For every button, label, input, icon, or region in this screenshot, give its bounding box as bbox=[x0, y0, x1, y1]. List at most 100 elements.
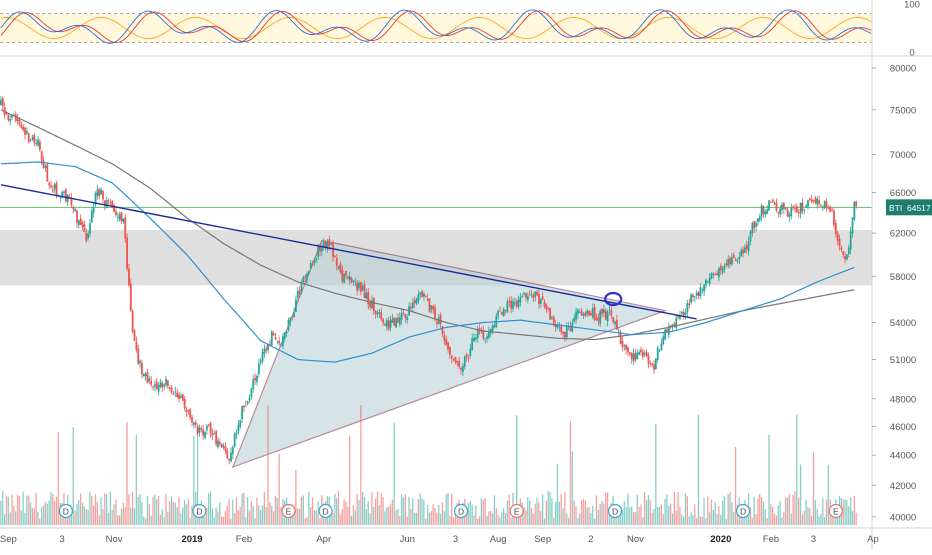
candle-body bbox=[458, 361, 461, 367]
candle-body bbox=[764, 211, 767, 215]
candle-body bbox=[712, 274, 715, 275]
candle-body bbox=[181, 394, 184, 401]
volume-bar bbox=[803, 510, 805, 525]
candle-body bbox=[653, 364, 655, 370]
volume-bar bbox=[369, 513, 371, 525]
volume-bar bbox=[426, 505, 429, 525]
candle-body bbox=[42, 160, 45, 168]
candle-body bbox=[187, 410, 190, 412]
volume-bar bbox=[408, 496, 410, 525]
candle-body bbox=[636, 352, 639, 360]
candle-body bbox=[443, 335, 446, 341]
time-axis[interactable]: Sep 3 Nov 2019 Feb Apr Jun 3 Aug Sep 2 Nov 2020 Feb 3 A… bbox=[0, 527, 932, 545]
volume-bar bbox=[258, 505, 260, 525]
candle-body bbox=[129, 283, 132, 312]
candle-body bbox=[207, 424, 210, 425]
candle-body bbox=[771, 199, 774, 202]
volume-bar bbox=[96, 501, 99, 525]
volume-bar bbox=[384, 511, 386, 525]
candle-body bbox=[599, 310, 602, 324]
event-marker-label: D bbox=[458, 506, 464, 516]
candle-body bbox=[105, 199, 108, 209]
volume-bar bbox=[734, 447, 737, 525]
volume-bar bbox=[178, 496, 180, 525]
volume-bar bbox=[413, 512, 416, 525]
volume-bar bbox=[794, 491, 796, 525]
volume-bar bbox=[605, 493, 607, 525]
candle-body bbox=[172, 393, 175, 395]
candle-body bbox=[7, 114, 10, 120]
candle-body bbox=[90, 210, 93, 223]
candle-body bbox=[671, 324, 674, 327]
volume-bar bbox=[629, 507, 631, 525]
candle-body bbox=[449, 347, 451, 355]
volume-bar bbox=[833, 512, 835, 525]
volume-bar bbox=[189, 517, 191, 525]
candle-body bbox=[662, 336, 665, 344]
volume-bar bbox=[779, 501, 781, 525]
candle-body bbox=[202, 429, 205, 436]
candle-body bbox=[116, 217, 119, 218]
volume-bar bbox=[785, 497, 787, 525]
candle-body bbox=[20, 124, 23, 128]
volume-bar bbox=[295, 469, 297, 525]
volume-bar bbox=[651, 512, 653, 525]
volume-bar bbox=[311, 497, 314, 525]
candle-body bbox=[139, 360, 141, 364]
candle-body bbox=[784, 207, 787, 209]
volume-bar bbox=[87, 509, 89, 525]
candle-body bbox=[497, 311, 500, 316]
candle-body bbox=[695, 293, 698, 296]
candle-body bbox=[167, 380, 169, 387]
volume-bar bbox=[673, 492, 676, 525]
volume-bar bbox=[224, 511, 227, 525]
candle-body bbox=[556, 324, 559, 328]
volume-bar bbox=[206, 507, 208, 525]
candle-body bbox=[33, 134, 36, 144]
candle-body bbox=[560, 326, 563, 333]
candle-body bbox=[285, 331, 288, 333]
candle-body bbox=[473, 337, 475, 341]
volume-bar bbox=[167, 511, 169, 525]
volume-bar bbox=[232, 499, 234, 525]
candle-body bbox=[768, 200, 770, 211]
candle-body bbox=[664, 329, 667, 340]
candle-body bbox=[814, 198, 817, 203]
volume-bar bbox=[575, 506, 577, 525]
volume-bar bbox=[762, 501, 765, 525]
volume-bar bbox=[445, 494, 447, 525]
volume-bar bbox=[666, 494, 668, 525]
candle-body bbox=[289, 317, 292, 323]
volume-bar bbox=[57, 432, 60, 525]
volume-bar bbox=[551, 498, 553, 525]
candle-body bbox=[237, 424, 240, 432]
volume-bar bbox=[532, 514, 535, 525]
volume-bar bbox=[306, 517, 308, 525]
candle-body bbox=[744, 247, 746, 253]
price-tick-label: 40000 bbox=[890, 512, 916, 523]
candle-body bbox=[115, 211, 117, 216]
price-axis[interactable]: 40000 42000 44000 46000 48000 51000 54000 58000… bbox=[871, 0, 920, 550]
candle-body bbox=[630, 353, 633, 360]
volume-bar bbox=[243, 492, 245, 525]
time-tick-label: 2 bbox=[588, 534, 593, 545]
volume-bar bbox=[334, 493, 336, 525]
volume-bar bbox=[567, 517, 570, 525]
candle-body bbox=[645, 352, 648, 356]
volume-bar bbox=[682, 516, 685, 525]
candle-body bbox=[413, 300, 416, 304]
oscillator-line-d bbox=[0, 10, 872, 43]
volume-bar bbox=[187, 498, 189, 525]
candle-body bbox=[803, 209, 806, 211]
candle-body bbox=[816, 198, 819, 205]
volume-bar bbox=[419, 493, 421, 525]
volume-bar bbox=[662, 514, 664, 525]
volume-bar bbox=[78, 500, 80, 525]
volume-bar bbox=[586, 507, 588, 525]
volume-bar bbox=[81, 503, 84, 525]
volume-bar bbox=[332, 512, 334, 525]
volume-bar bbox=[15, 511, 17, 525]
candle-body bbox=[378, 312, 381, 314]
candle-body bbox=[44, 166, 47, 169]
